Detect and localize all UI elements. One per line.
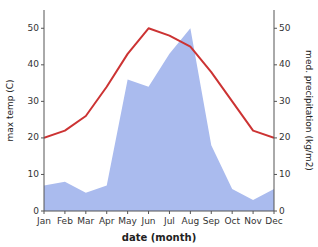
y-tick — [41, 28, 44, 29]
x-tick — [127, 211, 128, 214]
x-tick-label: Mar — [77, 216, 94, 226]
x-tick — [232, 211, 233, 214]
x-tick-label: Aug — [182, 216, 200, 226]
x-tick-label: Jan — [36, 216, 51, 226]
y2-tick-label: 10 — [279, 169, 291, 179]
y2-tick-label: 50 — [279, 23, 291, 33]
y-tick — [41, 137, 44, 138]
plot-area — [44, 28, 274, 211]
y2-tick — [274, 28, 277, 29]
y2-tick-label: 20 — [279, 132, 291, 142]
x-tick — [106, 211, 107, 214]
y-tick-label: 20 — [28, 132, 40, 142]
chart: 0 10 20 30 40 50 0 10 20 30 40 50 Jan Feb Mar AprMay Jun… — [0, 0, 318, 247]
x-tick — [190, 211, 191, 214]
x-tick-label: Jun — [141, 216, 156, 226]
line — [44, 28, 274, 138]
x-tick-label: Feb — [57, 216, 73, 226]
y-tick — [41, 64, 44, 65]
y-tick — [41, 174, 44, 175]
y-axis-label: max temp (C) — [5, 79, 15, 141]
y-tick-label: 10 — [28, 169, 40, 179]
x-tick — [274, 211, 275, 214]
y-tick — [41, 101, 44, 102]
x-tick-label: May — [118, 216, 137, 226]
x-tick-label: Oct — [224, 216, 240, 226]
y-tick-label: 30 — [28, 96, 40, 106]
y2-tick-label: 0 — [279, 206, 285, 216]
y-tick-label: 50 — [28, 23, 40, 33]
y2-tick-label: 40 — [279, 59, 291, 69]
x-tick-label: Jul — [163, 216, 175, 226]
y2-tick — [274, 101, 277, 102]
x-tick-label: Nov — [244, 216, 262, 226]
y2-tick — [274, 64, 277, 65]
x-tick — [64, 211, 65, 214]
x-tick-label: Apr — [99, 216, 115, 226]
y-tick-label: 40 — [28, 59, 40, 69]
x-tick — [211, 211, 212, 214]
area — [44, 28, 274, 211]
x-tick-label: Dec — [265, 216, 282, 226]
y2-tick — [274, 174, 277, 175]
y2-tick-label: 30 — [279, 96, 291, 106]
y2-tick — [274, 137, 277, 138]
x-tick — [85, 211, 86, 214]
x-tick — [253, 211, 254, 214]
y-tick-label: 0 — [33, 206, 39, 216]
x-axis-line — [44, 211, 274, 212]
x-axis-label: date (month) — [122, 232, 196, 243]
x-tick — [148, 211, 149, 214]
x-tick — [169, 211, 170, 214]
y2-axis-label: med. precipitation (kg/m2) — [304, 50, 314, 171]
x-tick-label: Sep — [203, 216, 220, 226]
x-tick — [44, 211, 45, 214]
y-axis-line — [44, 10, 45, 211]
y2-axis-line — [274, 10, 275, 211]
